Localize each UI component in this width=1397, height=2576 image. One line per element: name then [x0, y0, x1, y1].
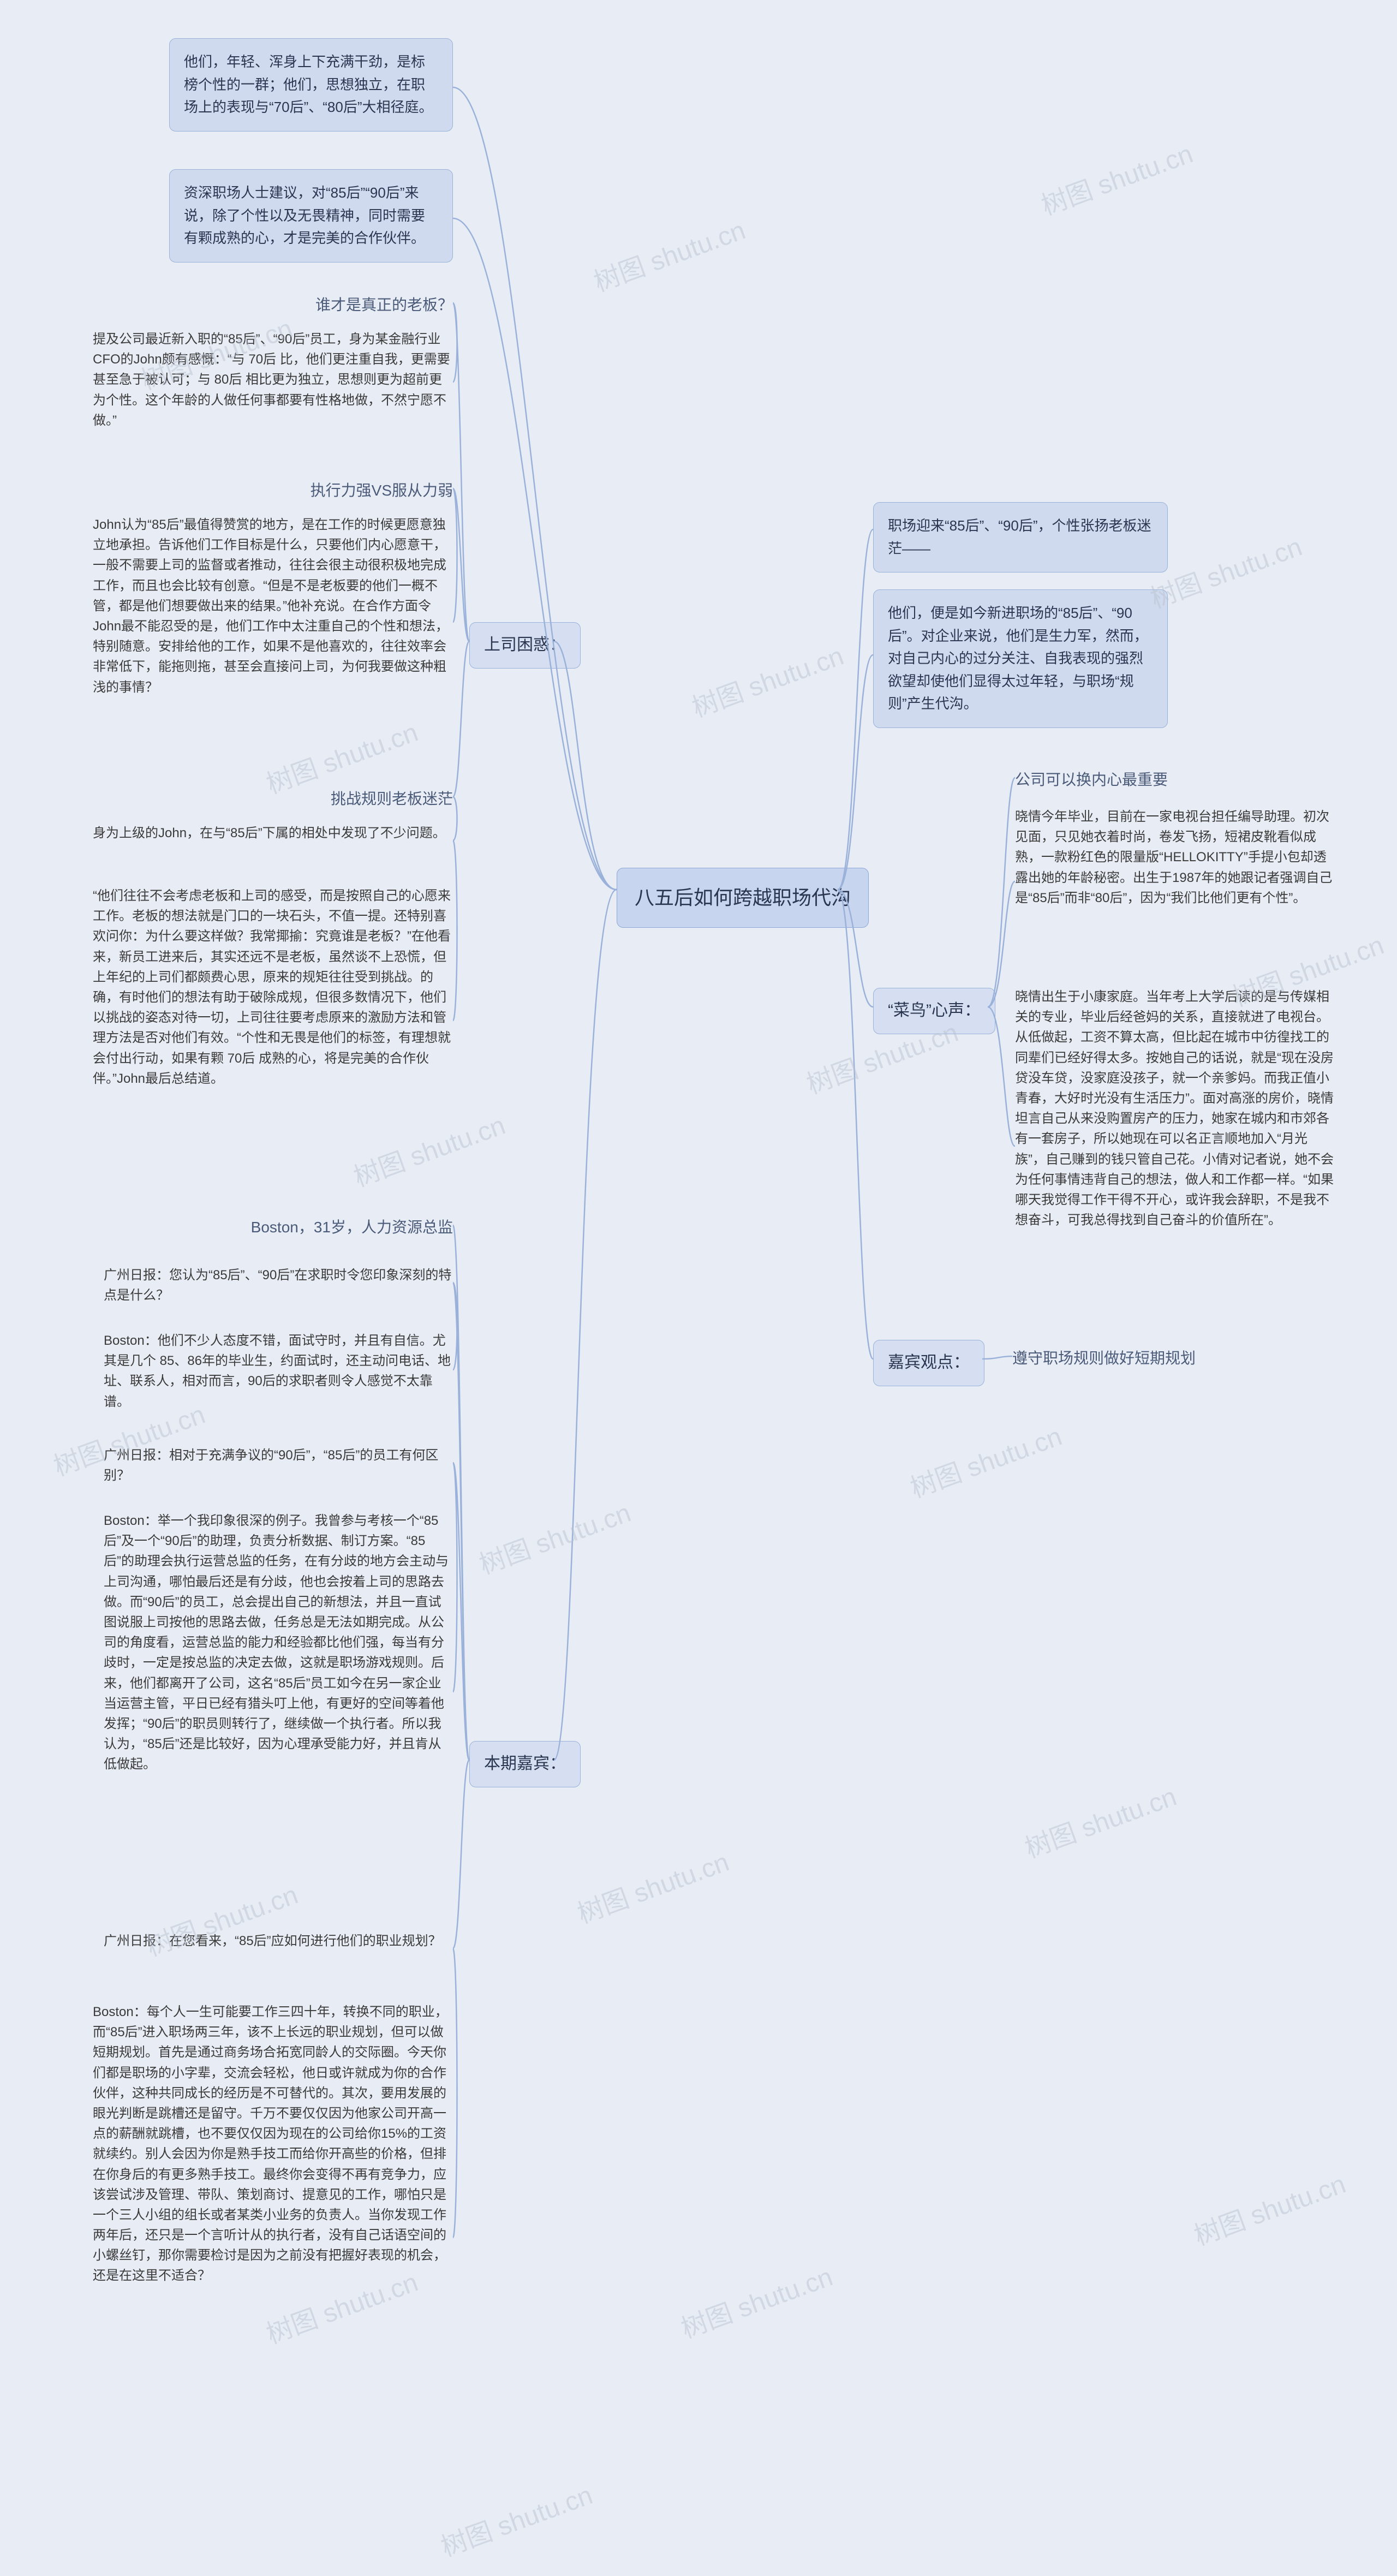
rookie-p1: 晓情今年毕业，目前在一家电视台担任编导助理。初次见面，只见她衣着时尚，卷发飞扬，…: [1015, 802, 1337, 913]
watermark: 树图 shutu.cn: [904, 1415, 1066, 1505]
text: Boston：每个人一生可能要工作三四十年，转换不同的职业，而“85后”进入职场…: [93, 2005, 448, 2283]
branch-guest: 本期嘉宾：: [469, 1741, 581, 1787]
watermark: 树图 shutu.cn: [1188, 2162, 1350, 2252]
guest-p0: Boston，31岁，人力资源总监: [147, 1212, 453, 1243]
guest-q2: 广州日报：相对于充满争议的“90后”，“85后”的员工有何区别？: [104, 1441, 453, 1490]
right-intro-b: 他们，便是如今新进职场的“85后”、“90后”。对企业来说，他们是生力军，然而，…: [873, 589, 1168, 728]
text: “他们往往不会考虑老板和上司的感受，而是按照自己的心愿来工作。老板的想法就是门口…: [93, 889, 451, 1086]
text: Boston：他们不少人态度不错，面试守时，并且有自信。尤其是几个 85、86年…: [104, 1333, 451, 1409]
text: Boston：举一个我印象很深的例子。我曾参与考核一个“85后”及一个“90后”…: [104, 1513, 449, 1772]
text: 提及公司最近新入职的“85后”、“90后”员工，身为某金融行业CFO的John颇…: [93, 332, 450, 428]
rookie-h1: 公司可以换内心最重要: [1015, 764, 1321, 796]
watermark: 树图 shutu.cn: [435, 2473, 597, 2563]
left-intro-b: 资深职场人士建议，对“85后”“90后”来说，除了个性以及无畏精神，同时需要有颗…: [169, 169, 453, 263]
text: 挑战规则老板迷茫: [331, 790, 453, 807]
branch-expert: 嘉宾观点：: [873, 1340, 984, 1386]
right-intro-a: 职场迎来“85后”、“90后”，个性张扬老板迷茫——: [873, 502, 1168, 573]
watermark: 树图 shutu.cn: [1144, 525, 1306, 615]
text: 职场迎来“85后”、“90后”，个性张扬老板迷茫——: [888, 517, 1151, 557]
guest-a3: Boston：每个人一生可能要工作三四十年，转换不同的职业，而“85后”进入职场…: [93, 1997, 453, 2291]
text: Boston，31岁，人力资源总监: [251, 1219, 453, 1236]
watermark: 树图 shutu.cn: [348, 1104, 510, 1194]
boss-q2: 执行力强VS服从力弱: [175, 475, 453, 506]
boss-p3a: 身为上级的John，在与“85后”下属的相处中发现了不少问题。: [93, 819, 453, 848]
label: 嘉宾观点：: [888, 1353, 970, 1372]
boss-p1: 提及公司最近新入职的“85后”、“90后”员工，身为某金融行业CFO的John颇…: [93, 325, 453, 435]
watermark: 树图 shutu.cn: [675, 2255, 837, 2345]
text: 广州日报：您认为“85后”、“90后”在求职时令您印象深刻的特点是什么？: [104, 1268, 451, 1303]
text: 广州日报：相对于充满争议的“90后”，“85后”的员工有何区别？: [104, 1448, 438, 1483]
text: 他们，便是如今新进职场的“85后”、“90后”。对企业来说，他们是生力军，然而，…: [888, 605, 1148, 712]
text: 晓情今年毕业，目前在一家电视台担任编导助理。初次见面，只见她衣着时尚，卷发飞扬，…: [1015, 809, 1332, 905]
root-label: 八五后如何跨越职场代沟: [635, 886, 851, 909]
watermark: 树图 shutu.cn: [571, 1840, 733, 1930]
guest-q3: 广州日报：在您看来，“85后”应如何进行他们的职业规划？: [104, 1927, 453, 1955]
guest-q1: 广州日报：您认为“85后”、“90后”在求职时令您印象深刻的特点是什么？: [104, 1261, 453, 1310]
text: John认为“85后”最值得赞赏的地方，是在工作的时候更愿意独立地承担。告诉他们…: [93, 517, 449, 695]
watermark: 树图 shutu.cn: [588, 208, 750, 299]
watermark: 树图 shutu.cn: [473, 1491, 635, 1581]
boss-q1: 谁才是真正的老板？: [175, 289, 453, 321]
text: 执行力强VS服从力弱: [311, 482, 453, 499]
expert-h1: 遵守职场规则做好短期规划: [1012, 1343, 1318, 1374]
label: 本期嘉宾：: [484, 1755, 566, 1773]
watermark: 树图 shutu.cn: [1035, 132, 1197, 222]
boss-p2: John认为“85后”最值得赞赏的地方，是在工作的时候更愿意独立地承担。告诉他们…: [93, 510, 453, 702]
branch-rookie: “菜鸟”心声：: [873, 988, 995, 1034]
text: 遵守职场规则做好短期规划: [1012, 1350, 1196, 1367]
text: 谁才是真正的老板？: [315, 296, 453, 313]
boss-q3: 挑战规则老板迷茫: [175, 783, 453, 815]
label: 上司困惑：: [484, 636, 566, 654]
left-intro-a: 他们，年轻、浑身上下充满干劲，是标榜个性的一群；他们，思想独立，在职场上的表现与…: [169, 38, 453, 132]
watermark: 树图 shutu.cn: [1019, 1775, 1181, 1865]
text: 他们，年轻、浑身上下充满干劲，是标榜个性的一群；他们，思想独立，在职场上的表现与…: [184, 53, 433, 115]
rookie-p2: 晓情出生于小康家庭。当年考上大学后读的是与传媒相关的专业，毕业后经爸妈的关系，直…: [1015, 982, 1337, 1235]
text: 资深职场人士建议，对“85后”“90后”来说，除了个性以及无畏精神，同时需要有颗…: [184, 184, 425, 246]
text: 公司可以换内心最重要: [1015, 771, 1168, 788]
text: 广州日报：在您看来，“85后”应如何进行他们的职业规划？: [104, 1934, 441, 1948]
watermark: 树图 shutu.cn: [686, 634, 848, 724]
label: “菜鸟”心声：: [888, 1001, 981, 1019]
boss-p3b: “他们往往不会考虑老板和上司的感受，而是按照自己的心愿来工作。老板的想法就是门口…: [93, 881, 453, 1093]
text: 身为上级的John，在与“85后”下属的相处中发现了不少问题。: [93, 826, 446, 840]
guest-a1: Boston：他们不少人态度不错，面试守时，并且有自信。尤其是几个 85、86年…: [104, 1326, 453, 1416]
root-node: 八五后如何跨越职场代沟: [617, 868, 869, 928]
branch-boss: 上司困惑：: [469, 622, 581, 669]
text: 晓情出生于小康家庭。当年考上大学后读的是与传媒相关的专业，毕业后经爸妈的关系，直…: [1015, 989, 1334, 1227]
guest-a2: Boston：举一个我印象很深的例子。我曾参与考核一个“85后”及一个“90后”…: [104, 1506, 453, 1779]
